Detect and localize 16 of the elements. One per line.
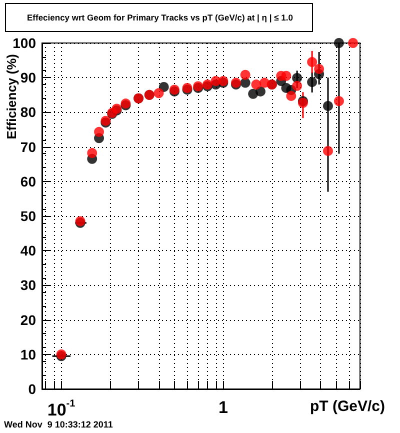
- text: Wed Nov 9 10:33:12 2011: [4, 420, 113, 430]
- y-tick-label: 10: [20, 346, 36, 362]
- y-tick-label: 20: [20, 312, 36, 328]
- y-axis-title: Efficiency (%): [4, 54, 19, 140]
- y-tick-label: 0: [28, 381, 36, 397]
- y-tick-label: 40: [20, 242, 36, 259]
- y-tick-label: 70: [20, 138, 36, 155]
- y-tick-label: 90: [20, 70, 36, 86]
- x-tick-label: 1: [218, 398, 228, 417]
- y-tick-label: 80: [20, 104, 36, 120]
- y-tick-label: 60: [20, 173, 36, 190]
- y-tick-label: 30: [20, 277, 36, 294]
- x-axis-title: pT (GeV/c): [310, 398, 385, 415]
- chart-title: Effeciency wrt Geom for Primary Tracks vs pT (GeV/c) at | η | ≤ 1.0: [27, 12, 294, 22]
- y-tick-label: 50: [20, 208, 36, 224]
- y-tick-label: 100: [12, 35, 36, 51]
